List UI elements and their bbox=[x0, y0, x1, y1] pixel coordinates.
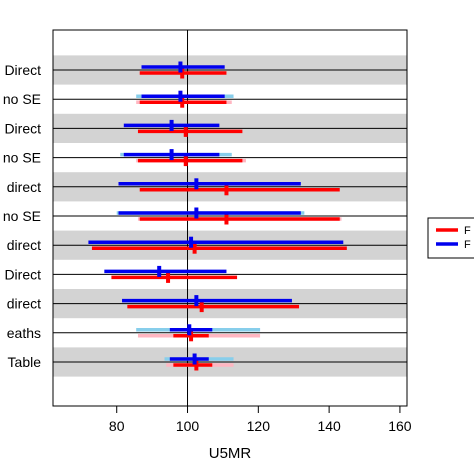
x-tick-label: 100 bbox=[176, 418, 200, 434]
plot-frame bbox=[52, 29, 408, 407]
legend-label: F bbox=[464, 239, 471, 251]
x-axis: 80 100 120 140 160 bbox=[109, 406, 412, 434]
interval-bars-layer bbox=[88, 61, 347, 371]
category-label: no SE bbox=[3, 91, 41, 107]
category-label: direct bbox=[7, 296, 41, 312]
category-label: Direct bbox=[4, 266, 41, 282]
x-tick-label: 80 bbox=[109, 418, 125, 434]
legend: FF bbox=[427, 217, 474, 259]
category-label: direct bbox=[7, 179, 41, 195]
category-label: no SE bbox=[3, 150, 41, 166]
category-labels: Direct no SE Direct no SE direct no SE direct D… bbox=[3, 62, 41, 370]
category-label: Direct bbox=[4, 120, 41, 136]
x-axis-title: U5MR bbox=[209, 445, 252, 462]
x-tick-label: 140 bbox=[317, 418, 341, 434]
x-tick-label: 120 bbox=[247, 418, 271, 434]
legend-box bbox=[427, 217, 474, 259]
category-label: Table bbox=[8, 354, 42, 370]
row-lines-layer bbox=[53, 30, 407, 406]
category-label: no SE bbox=[3, 208, 41, 224]
category-label: Direct bbox=[4, 62, 41, 78]
legend-label: F bbox=[464, 225, 471, 237]
category-label: eaths bbox=[7, 325, 41, 341]
category-label: direct bbox=[7, 237, 41, 253]
x-tick-label: 160 bbox=[388, 418, 412, 434]
